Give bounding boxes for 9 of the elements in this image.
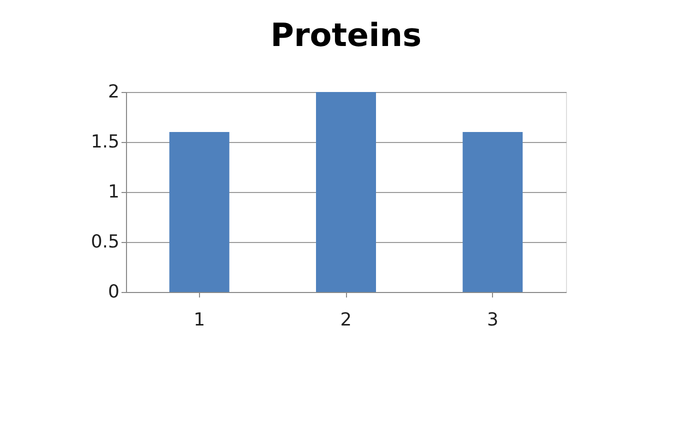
x-tick-label: 1 [194,310,206,330]
y-tick-label: 0 [108,282,120,302]
y-tick-label: 1 [108,182,120,202]
y-tick-label: 1.5 [90,132,120,152]
x-tick-label: 3 [486,310,498,330]
y-tick-label: 0.5 [90,232,120,252]
y-tick-label: 2 [108,82,120,102]
x-tick-label: 2 [340,310,352,330]
chart-title: Proteins [270,16,422,54]
